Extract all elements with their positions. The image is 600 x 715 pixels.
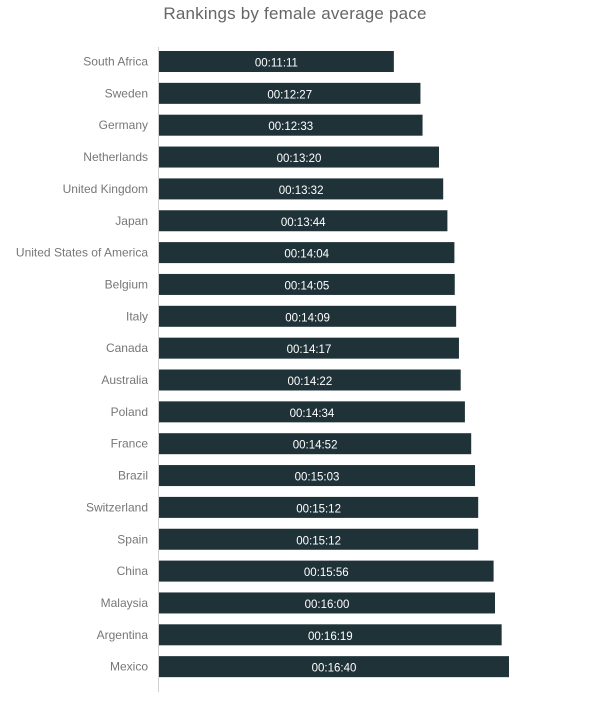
category-label: Malaysia: [101, 596, 149, 610]
bar-united-kingdom: [159, 178, 444, 200]
bar-spain: [159, 528, 479, 550]
bar-china: [159, 560, 494, 582]
data-label: 00:13:20: [277, 153, 322, 165]
data-label: 00:15:12: [296, 503, 341, 515]
bar-france: [159, 433, 472, 455]
category-label: Netherlands: [83, 150, 148, 164]
category-label: Mexico: [110, 660, 148, 674]
data-label: 00:16:40: [312, 663, 357, 675]
bar-poland: [159, 401, 465, 423]
data-label: 00:14:05: [284, 280, 329, 292]
category-label: Switzerland: [86, 500, 148, 514]
data-label: 00:12:27: [267, 89, 312, 101]
data-label: 00:13:44: [281, 217, 326, 229]
data-label: 00:14:52: [293, 440, 338, 452]
bar-canada: [159, 337, 459, 359]
category-label: Sweden: [105, 86, 148, 100]
bar-australia: [159, 369, 461, 391]
bar-south-africa: [159, 51, 394, 72]
bar-malaysia: [159, 592, 495, 614]
category-label: Japan: [115, 214, 148, 228]
category-label: Germany: [99, 118, 148, 132]
data-label: 00:16:19: [308, 631, 353, 643]
bar-mexico: [159, 656, 509, 678]
bar-brazil: [159, 465, 476, 487]
category-label: Argentina: [97, 628, 149, 642]
data-label: 00:15:12: [296, 535, 341, 547]
bar-united-states-of-america: [159, 242, 455, 264]
category-label: United States of America: [16, 246, 148, 260]
category-label: China: [117, 564, 149, 578]
data-label: 00:14:22: [287, 376, 332, 388]
data-label: 00:14:04: [284, 249, 329, 261]
chart-title: Rankings by female average pace: [163, 4, 427, 23]
bar-argentina: [159, 624, 502, 646]
bar-switzerland: [159, 496, 479, 518]
category-label: Brazil: [118, 469, 148, 483]
data-label: 00:16:00: [305, 599, 350, 611]
category-label: Italy: [126, 309, 148, 323]
bar-belgium: [159, 273, 455, 295]
data-label: 00:15:56: [304, 567, 349, 579]
category-label: Spain: [117, 532, 148, 546]
category-label: Poland: [111, 405, 148, 419]
category-label: Canada: [106, 341, 148, 355]
data-label: 00:13:32: [279, 185, 324, 197]
category-label: Belgium: [105, 277, 148, 291]
bar-sweden: [159, 82, 421, 104]
category-label: France: [111, 437, 149, 451]
data-label: 00:14:09: [285, 312, 330, 324]
category-label: Australia: [101, 373, 148, 387]
category-label: South Africa: [83, 55, 148, 69]
data-label: 00:14:34: [290, 408, 335, 420]
data-label: 00:14:17: [287, 344, 332, 356]
category-label: United Kingdom: [63, 182, 148, 196]
data-label: 00:12:33: [268, 121, 313, 133]
bar-germany: [159, 114, 423, 136]
bar-japan: [159, 210, 448, 232]
bar-italy: [159, 305, 457, 327]
data-label: 00:15:03: [295, 472, 340, 484]
bar-netherlands: [159, 146, 439, 168]
data-label: 00:11:11: [255, 58, 298, 70]
